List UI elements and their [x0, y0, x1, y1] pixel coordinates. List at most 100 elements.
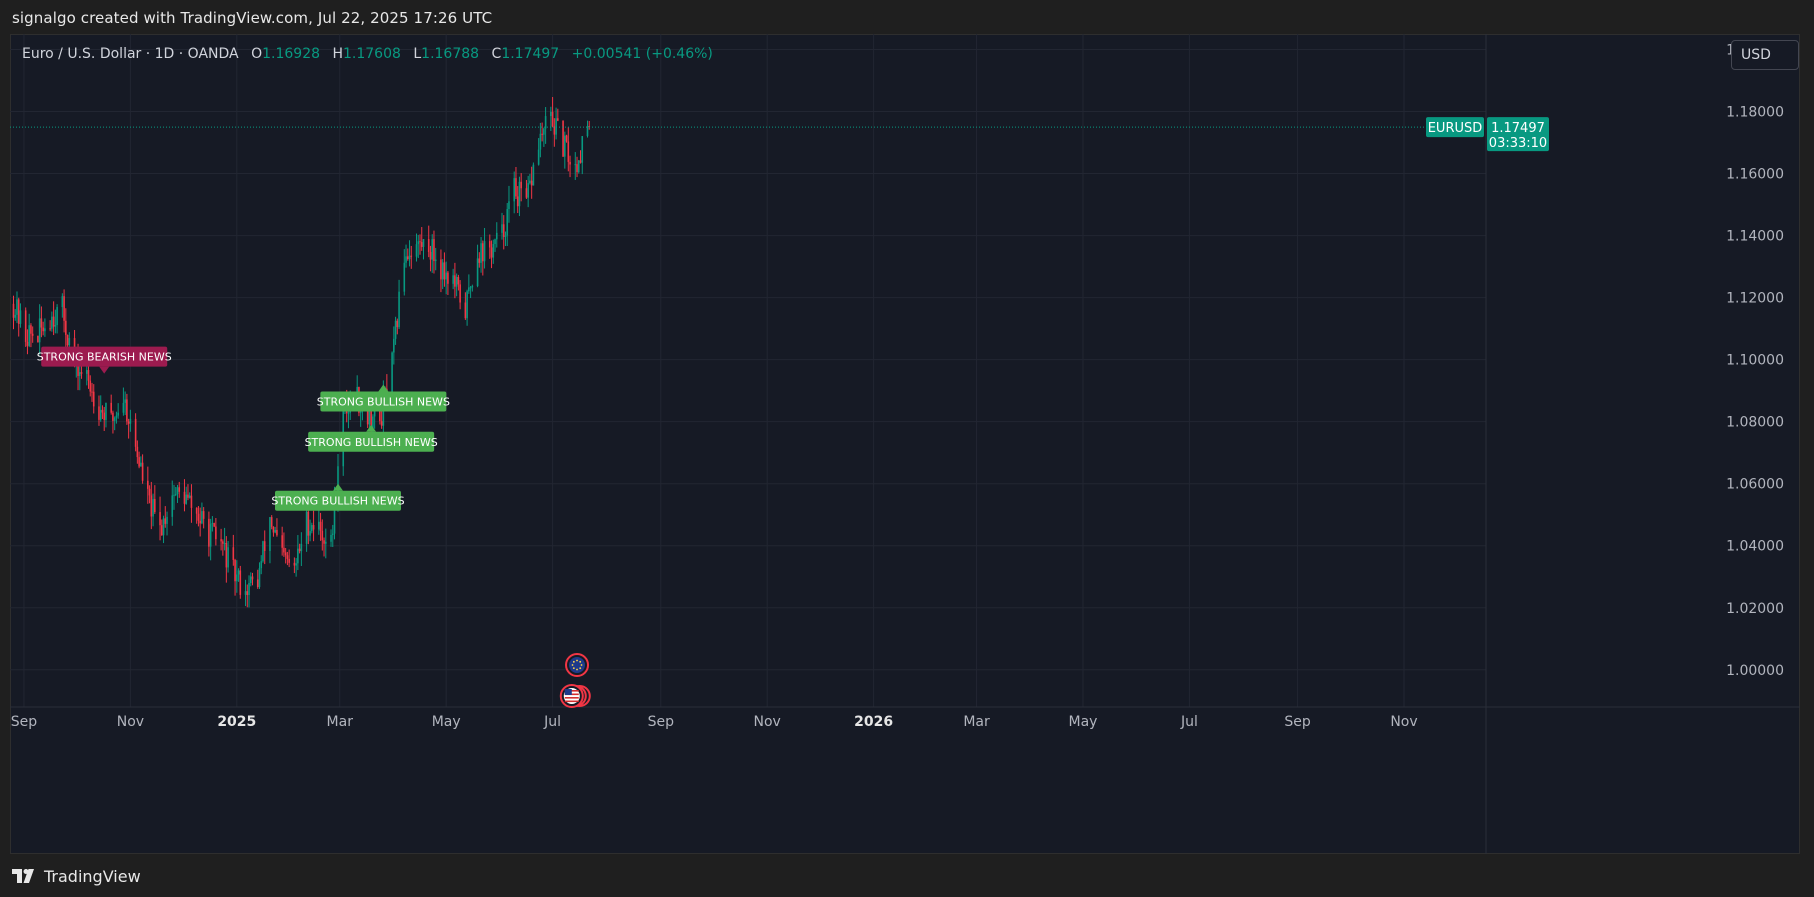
- annotation-pointer: [378, 384, 389, 392]
- candle-body: [162, 518, 165, 536]
- candle-body: [300, 543, 303, 552]
- candle-body: [410, 255, 413, 257]
- candle-body: [166, 516, 168, 524]
- candle-body: [40, 318, 43, 328]
- eu-flag-star: [572, 660, 575, 663]
- x-tick-label: Sep: [11, 714, 38, 730]
- bullish-news-label: [275, 490, 401, 511]
- eu-flag-star: [576, 668, 578, 671]
- candle-body: [208, 518, 210, 547]
- candle-body: [51, 316, 53, 329]
- low-label: L: [413, 46, 422, 62]
- candle-body: [520, 181, 522, 189]
- candle-body: [28, 325, 30, 346]
- price-chart[interactable]: 1.200001.180001.160001.140001.120001.100…: [10, 34, 1800, 854]
- candle-body: [211, 523, 214, 525]
- candle-body: [543, 128, 545, 135]
- candle-body: [284, 552, 287, 556]
- candle-body: [347, 412, 350, 414]
- candle-body: [562, 120, 564, 157]
- candle-body: [586, 126, 589, 137]
- bearish-news-label: [41, 346, 168, 367]
- candle-body: [14, 314, 17, 318]
- candle-body: [441, 262, 444, 280]
- y-tick-label: 1.16000: [1726, 167, 1784, 183]
- candle-body: [171, 495, 174, 517]
- candle-body: [26, 341, 29, 346]
- candle-body: [65, 320, 67, 335]
- candle-body: [236, 574, 238, 582]
- y-tick-label: 1.02000: [1726, 601, 1784, 617]
- candle-body: [488, 241, 491, 248]
- candle-body: [187, 494, 189, 498]
- candle-body: [17, 299, 20, 324]
- candle-body: [476, 258, 479, 287]
- candle-body: [569, 161, 571, 165]
- candle-body: [56, 307, 58, 326]
- annotation-pointer: [366, 424, 377, 432]
- candle-body: [85, 370, 88, 374]
- candle-body: [188, 495, 191, 498]
- x-tick-label: May: [1069, 714, 1098, 730]
- candle-body: [239, 570, 242, 595]
- candle-body: [37, 335, 39, 343]
- currency-button[interactable]: USD: [1731, 40, 1799, 70]
- candle-body: [394, 320, 397, 339]
- candle-body: [178, 487, 181, 492]
- candle-body: [457, 276, 460, 285]
- candle-body: [574, 164, 577, 166]
- candle-body: [564, 135, 566, 157]
- bullish-news-label: [320, 391, 447, 412]
- candle-body: [513, 178, 516, 202]
- candle-body: [12, 303, 15, 318]
- candle-body: [502, 224, 505, 237]
- candle-body: [190, 495, 193, 508]
- candle-body: [417, 241, 420, 245]
- countdown-label: 03:33:10: [1489, 136, 1547, 151]
- candle-body: [550, 111, 552, 117]
- candle-body: [518, 181, 521, 207]
- x-tick-label: Nov: [754, 714, 781, 730]
- candle-body: [276, 529, 278, 536]
- candle-body: [117, 412, 119, 416]
- annotation-text: STRONG BEARISH NEWS: [37, 351, 172, 364]
- last-price-badge: [1487, 117, 1549, 152]
- candle-body: [293, 562, 296, 566]
- candle-body: [529, 180, 531, 184]
- eu-flag-star: [571, 664, 574, 666]
- candle-body: [459, 284, 461, 303]
- candle-body: [478, 258, 481, 263]
- candle-body: [154, 498, 156, 513]
- candle-body: [185, 494, 188, 504]
- candle-body: [286, 555, 289, 559]
- candle-body: [263, 541, 266, 551]
- candle-body: [307, 511, 310, 536]
- candle-body: [281, 535, 283, 548]
- footer-brand-name: TradingView: [44, 866, 141, 886]
- eu-flag-star: [572, 667, 575, 670]
- candle-body: [565, 135, 568, 142]
- candle-body: [380, 421, 383, 426]
- candle-body: [541, 133, 543, 135]
- candle-body: [225, 542, 228, 568]
- candle-body: [197, 513, 200, 521]
- tradingview-logo-icon: [12, 869, 34, 883]
- x-tick-label: Mar: [963, 714, 990, 730]
- candle-body: [112, 412, 114, 421]
- candle-body: [140, 462, 142, 467]
- candle-body: [405, 256, 407, 263]
- candle-body: [270, 517, 273, 527]
- y-tick-label: 1.18000: [1726, 105, 1784, 121]
- change-value: +0.00541 (+0.46%): [571, 46, 713, 62]
- candle-body: [260, 561, 263, 569]
- candle-body: [24, 310, 27, 342]
- candle-body: [209, 524, 212, 547]
- candle-body: [202, 511, 205, 519]
- candle-body: [213, 523, 215, 527]
- candle-body: [480, 243, 482, 263]
- candle-body: [246, 591, 249, 596]
- candle-body: [398, 291, 400, 328]
- symbol-title[interactable]: Euro / U.S. Dollar · 1D · OANDA: [22, 46, 239, 62]
- candle-body: [406, 256, 409, 260]
- candle-body: [80, 372, 83, 374]
